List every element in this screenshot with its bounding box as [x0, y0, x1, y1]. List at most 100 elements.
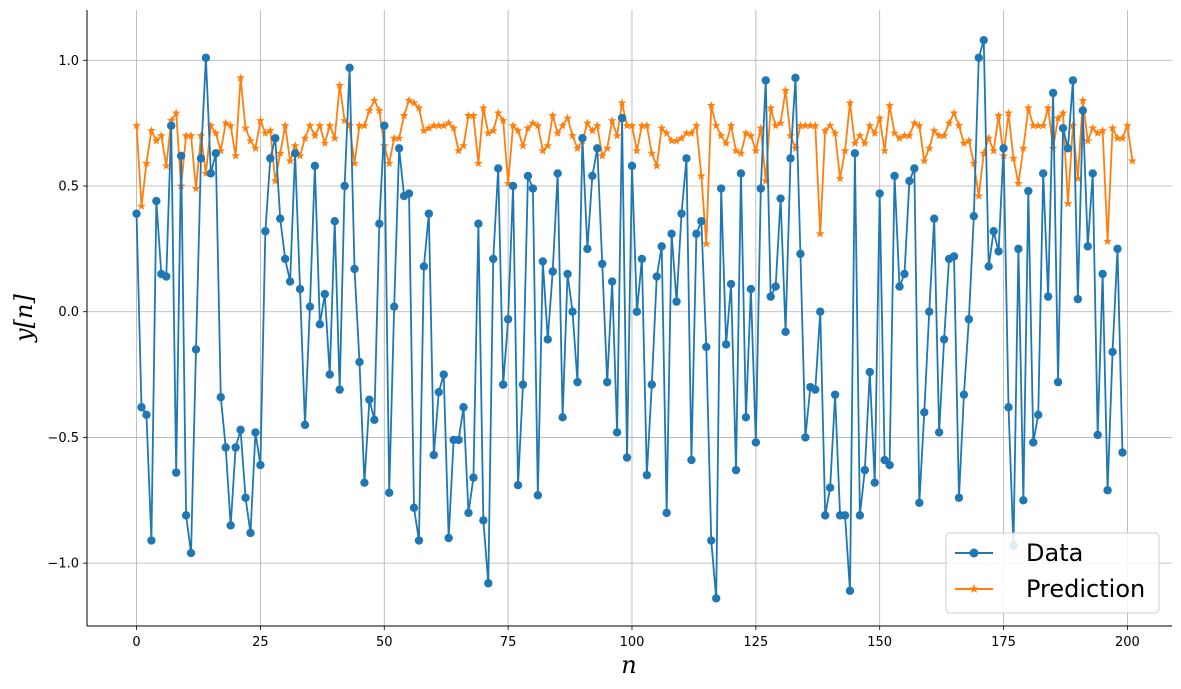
prediction-point	[553, 128, 563, 137]
data-point	[142, 410, 151, 419]
prediction-point	[1009, 153, 1018, 163]
data-point	[786, 154, 795, 163]
data-point	[662, 508, 671, 518]
prediction-point	[161, 161, 171, 170]
prediction-point	[592, 121, 602, 130]
data-point	[320, 289, 330, 299]
data-point	[479, 516, 488, 525]
data-point	[553, 169, 562, 178]
prediction-point	[959, 138, 969, 147]
data-point	[855, 511, 865, 520]
prediction-point	[835, 173, 845, 183]
plot-series	[132, 35, 1137, 603]
prediction-point	[607, 116, 617, 125]
prediction-point	[672, 136, 681, 145]
prediction-point	[786, 131, 795, 140]
data-point	[201, 53, 211, 62]
prediction-point	[949, 108, 959, 117]
data-point	[598, 259, 607, 269]
prediction-point	[434, 121, 444, 130]
data-point	[226, 521, 235, 530]
data-point	[261, 227, 270, 236]
prediction-point	[518, 141, 528, 150]
prediction-point	[820, 126, 830, 135]
data-point	[276, 214, 285, 223]
prediction-point	[687, 128, 696, 137]
data-point	[295, 284, 305, 294]
data-point	[221, 443, 230, 452]
data-point	[1058, 123, 1068, 133]
prediction-point	[300, 133, 310, 142]
prediction-point	[919, 156, 929, 165]
prediction-point	[825, 121, 835, 130]
prediction-point	[1033, 121, 1043, 130]
data-point	[791, 73, 800, 83]
prediction-point	[256, 116, 265, 125]
prediction-point	[910, 118, 919, 127]
data-point	[355, 357, 364, 367]
data-point	[147, 536, 156, 545]
data-point	[672, 297, 681, 306]
data-point	[905, 176, 914, 186]
prediction-point	[498, 116, 508, 125]
prediction-point	[924, 143, 934, 153]
data-point	[241, 493, 250, 502]
prediction-point	[335, 80, 345, 90]
prediction-point	[736, 148, 746, 158]
legend-data-label: Data	[1026, 539, 1083, 567]
data-point	[816, 307, 825, 316]
prediction-point	[449, 123, 458, 132]
prediction-point	[251, 143, 260, 153]
data-point	[1108, 347, 1117, 357]
prediction-point	[761, 176, 771, 185]
data-point	[251, 428, 260, 437]
prediction-point	[478, 103, 488, 112]
data-point	[607, 277, 617, 286]
data-point	[380, 121, 389, 130]
prediction-point	[662, 128, 672, 137]
prediction-point	[612, 131, 622, 140]
tick-labels: 0 25 50 75 100 125 150 175 200 −1.0 −0.5 0.0 0.5 1.0	[47, 54, 1139, 650]
data-point	[865, 367, 874, 377]
legend: Data Prediction	[945, 532, 1160, 614]
data-point	[474, 219, 483, 228]
data-point	[176, 151, 186, 161]
prediction-point	[424, 123, 434, 132]
data-point	[1078, 106, 1088, 115]
data-point	[830, 390, 840, 399]
prediction-point	[355, 121, 364, 130]
prediction-point	[156, 131, 166, 140]
prediction-point	[850, 138, 860, 147]
prediction-point	[320, 138, 330, 147]
prediction-point	[260, 128, 270, 137]
prediction-point	[196, 131, 206, 140]
y-tick-label: −0.5	[47, 431, 79, 446]
y-tick-label: −1.0	[47, 557, 79, 572]
prediction-point	[855, 131, 865, 140]
prediction-point	[493, 108, 503, 117]
prediction-point	[622, 121, 632, 130]
data-point	[949, 252, 959, 261]
data-point	[1048, 88, 1058, 98]
prediction-point	[587, 126, 597, 135]
prediction-point	[741, 128, 751, 137]
prediction-point	[865, 121, 875, 130]
data-point	[375, 219, 384, 228]
data-point	[731, 465, 741, 475]
data-point	[974, 53, 983, 62]
prediction-point	[840, 146, 850, 155]
prediction-point	[538, 146, 548, 155]
data-point	[137, 403, 146, 412]
data-point	[875, 189, 884, 198]
prediction-point	[469, 111, 478, 120]
data-point	[647, 380, 656, 389]
prediction-point	[711, 121, 721, 130]
data-point	[419, 262, 429, 271]
prediction-point	[731, 146, 741, 155]
prediction-point	[1019, 143, 1028, 153]
prediction-point	[1078, 95, 1088, 105]
prediction-point	[1073, 173, 1083, 183]
prediction-point	[984, 133, 994, 142]
prediction-point	[657, 123, 667, 132]
